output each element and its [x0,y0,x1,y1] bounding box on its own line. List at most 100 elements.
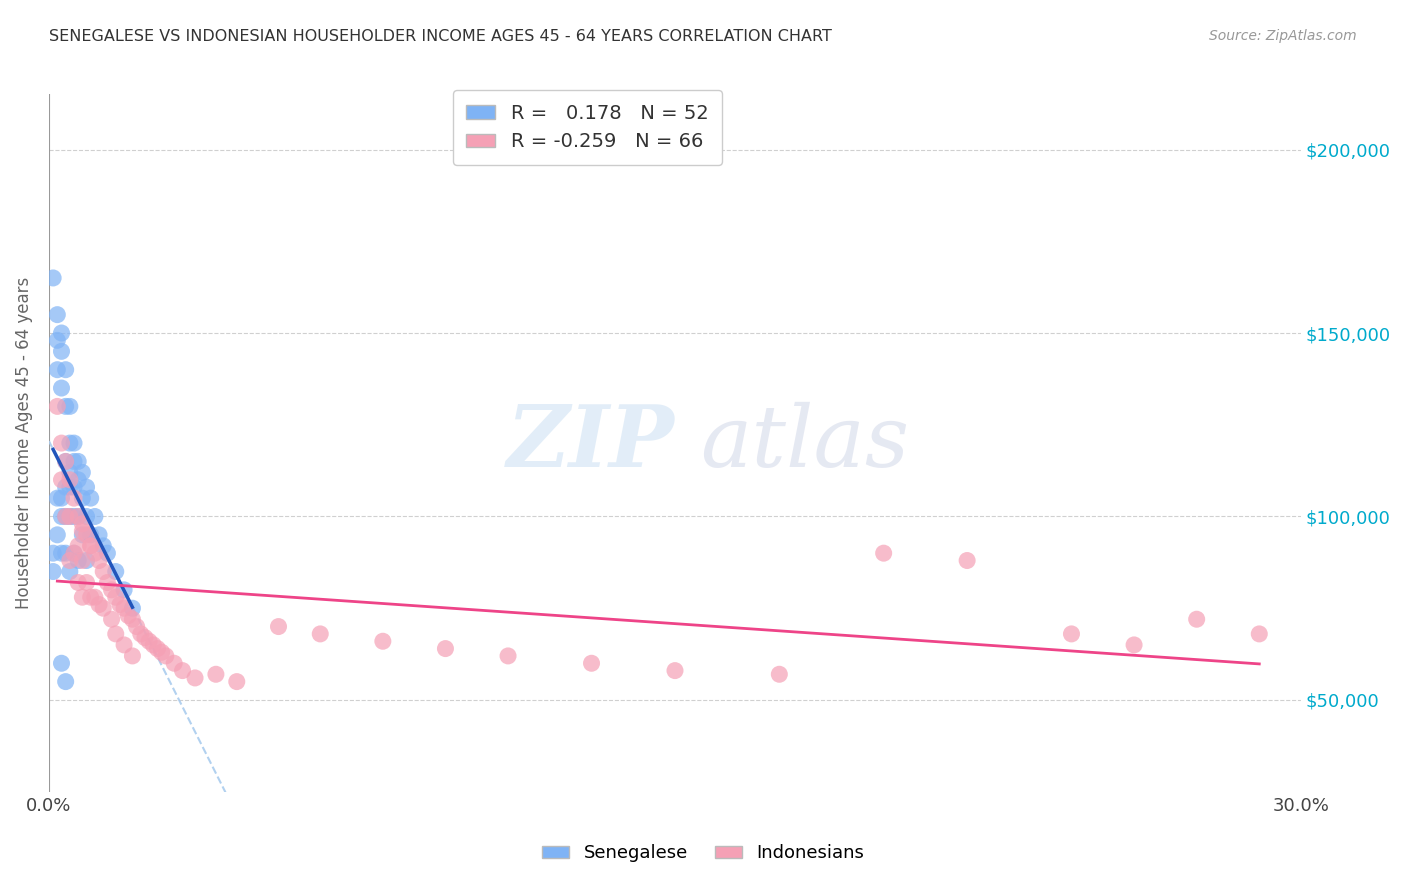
Point [155,648,177,663]
Point [72,524,94,538]
Point [59,553,82,567]
Point [55,454,77,468]
Point [91,539,114,553]
Point [59,436,82,450]
Legend: Senegalese, Indonesians: Senegalese, Indonesians [534,838,872,870]
Point [63,491,86,505]
Point [121,601,143,615]
Point [42,271,65,285]
Point [63,509,86,524]
Point [1123,638,1146,652]
Point [1185,612,1208,626]
Point [42,565,65,579]
Y-axis label: Householder Income Ages 45 - 64 years: Householder Income Ages 45 - 64 years [15,277,32,609]
Point [46,400,69,414]
Point [63,480,86,494]
Point [134,631,156,645]
Point [434,641,457,656]
Point [51,491,73,505]
Point [91,565,114,579]
Point [125,619,148,633]
Point [51,473,73,487]
Point [83,546,105,560]
Point [59,400,82,414]
Point [59,509,82,524]
Point [108,598,131,612]
Point [87,528,110,542]
Point [59,473,82,487]
Point [76,553,98,567]
Point [96,575,118,590]
Text: Source: ZipAtlas.com: Source: ZipAtlas.com [1209,29,1357,43]
Point [104,627,127,641]
Point [117,608,139,623]
Point [87,553,110,567]
Point [96,546,118,560]
Point [67,509,90,524]
Point [55,509,77,524]
Text: atlas: atlas [700,401,910,484]
Point [63,546,86,560]
Point [72,516,94,531]
Point [63,436,86,450]
Point [104,565,127,579]
Point [184,671,207,685]
Point [150,645,173,659]
Point [51,344,73,359]
Point [72,491,94,505]
Point [55,546,77,560]
Point [172,664,194,678]
Point [112,582,135,597]
Point [100,582,122,597]
Point [112,601,135,615]
Point [100,612,122,626]
Point [51,509,73,524]
Point [104,591,127,605]
Point [55,674,77,689]
Point [67,473,90,487]
Point [121,612,143,626]
Point [80,539,103,553]
Point [51,546,73,560]
Point [83,591,105,605]
Point [67,539,90,553]
Point [87,598,110,612]
Point [205,667,228,681]
Point [72,466,94,480]
Point [59,509,82,524]
Point [46,362,69,376]
Point [225,674,247,689]
Point [76,480,98,494]
Text: SENEGALESE VS INDONESIAN HOUSEHOLDER INCOME AGES 45 - 64 YEARS CORRELATION CHART: SENEGALESE VS INDONESIAN HOUSEHOLDER INC… [49,29,832,44]
Point [51,326,73,340]
Point [163,657,186,671]
Point [59,480,82,494]
Point [63,546,86,560]
Point [59,466,82,480]
Point [956,553,979,567]
Point [1060,627,1083,641]
Point [42,546,65,560]
Point [112,638,135,652]
Point [138,634,160,648]
Point [267,619,290,633]
Point [72,528,94,542]
Point [80,539,103,553]
Point [83,509,105,524]
Point [51,381,73,395]
Point [76,509,98,524]
Point [55,400,77,414]
Point [146,641,169,656]
Point [55,454,77,468]
Point [67,509,90,524]
Point [59,565,82,579]
Point [664,664,686,678]
Point [46,528,69,542]
Point [63,454,86,468]
Point [46,308,69,322]
Point [121,648,143,663]
Point [768,667,790,681]
Legend: R =   0.178   N = 52, R = -0.259   N = 66: R = 0.178 N = 52, R = -0.259 N = 66 [453,90,723,165]
Point [67,454,90,468]
Point [46,334,69,348]
